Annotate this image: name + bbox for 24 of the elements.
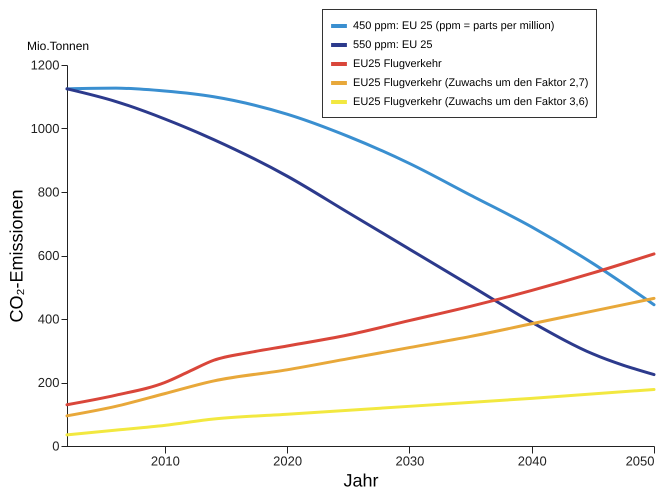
x-axis-title: Jahr [343, 470, 379, 490]
legend-label: 450 ppm: EU 25 (ppm = parts per million) [353, 20, 554, 32]
x-tick-label: 2040 [518, 454, 547, 468]
legend-label: EU25 Flugverkehr (Zuwachs um den Faktor 2,7) [353, 77, 588, 89]
y-tick-label: 1000 [30, 121, 60, 136]
line-series [66, 87, 656, 376]
line-series [66, 296, 656, 418]
legend-label: EU25 Flugverkehr [353, 58, 442, 70]
chart-title: Mio.Tonnen [27, 39, 90, 53]
y-tick-label: 400 [38, 312, 60, 326]
legend-label: 550 ppm: EU 25 [353, 39, 432, 51]
y-tick-label: 200 [38, 375, 60, 390]
x-tick-label: 2020 [273, 454, 302, 468]
x-tick-label: 2050 [626, 454, 654, 468]
x-tick-label: 2030 [395, 454, 424, 468]
y-tick-label: 600 [38, 248, 60, 263]
y-axis-title: CO₂-Emissionen [6, 189, 27, 323]
line-series [66, 388, 656, 436]
legend-label: EU25 Flugverkehr (Zuwachs um den Faktor 3,6) [353, 96, 588, 108]
line-series [66, 252, 656, 406]
y-tick-label: 1200 [30, 58, 60, 72]
y-tick-label: 0 [52, 438, 60, 454]
y-tick-label: 800 [38, 184, 60, 200]
x-tick-label: 2010 [150, 454, 180, 468]
